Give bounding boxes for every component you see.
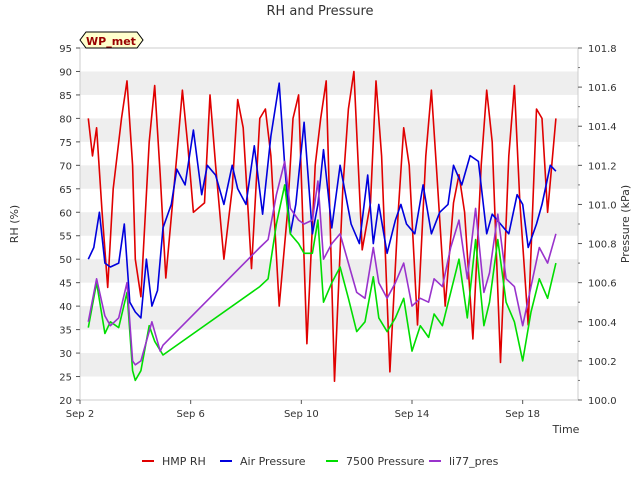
- badge: WP_met: [79, 31, 144, 49]
- right-axis-label: Pressure (kPa): [619, 185, 632, 263]
- x-tick-label: Sep 6: [176, 409, 204, 420]
- left-tick-label: 75: [59, 138, 72, 149]
- right-tick-label: 101.8: [588, 44, 617, 55]
- right-tick-label: 101.6: [588, 83, 617, 94]
- badge-label: WP_met: [86, 35, 136, 48]
- chart-title: RH and Pressure: [266, 4, 373, 19]
- series-line-7500-pressure: [87, 184, 557, 382]
- badge-box: [79, 31, 144, 49]
- right-tick-label: 100.8: [588, 240, 617, 251]
- left-tick-label: 85: [59, 91, 72, 102]
- right-tick-label: 101.0: [588, 200, 617, 211]
- x-tick-label: Sep 14: [395, 409, 430, 420]
- legend: HMP RH Air Pressure 7500 Pressure li77_pres: [142, 455, 499, 468]
- left-tick-label: 35: [59, 326, 72, 337]
- series-line-hmp-rh: [87, 70, 557, 383]
- right-tick-label: 101.4: [588, 122, 617, 133]
- series-line-li77-pres: [87, 160, 557, 366]
- right-axis-ticks: 100.0 100.2 100.4 100.6 100.8 101.0 101.2 101.4…: [578, 44, 617, 407]
- legend-label-li77-pres: li77_pres: [449, 455, 499, 468]
- x-tick-label: Sep 10: [284, 409, 319, 420]
- right-tick-label: 100.2: [588, 357, 617, 368]
- left-tick-label: 55: [59, 232, 72, 243]
- left-tick-label: 30: [59, 349, 72, 360]
- x-axis-label: Time: [552, 423, 580, 436]
- left-tick-label: 80: [59, 114, 72, 125]
- series-line-air-pressure: [87, 82, 557, 319]
- series-layer: [87, 70, 557, 383]
- legend-label-7500-pressure: 7500 Pressure: [346, 455, 425, 468]
- left-tick-label: 45: [59, 279, 72, 290]
- legend-label-air-pressure: Air Pressure: [240, 455, 306, 468]
- left-tick-label: 70: [59, 161, 72, 172]
- grid-band: [80, 353, 578, 377]
- left-tick-label: 95: [59, 44, 72, 55]
- right-tick-label: 100.0: [588, 396, 617, 407]
- legend-label-hmp-rh: HMP RH: [162, 455, 206, 468]
- grid-band: [80, 259, 578, 283]
- left-tick-label: 50: [59, 255, 72, 266]
- grid-band: [80, 212, 578, 236]
- left-tick-label: 25: [59, 373, 72, 384]
- left-tick-label: 60: [59, 208, 72, 219]
- grid-band: [80, 71, 578, 95]
- right-tick-label: 100.4: [588, 318, 617, 329]
- right-tick-label: 100.6: [588, 279, 617, 290]
- right-tick-label: 101.2: [588, 161, 617, 172]
- left-tick-label: 40: [59, 302, 72, 313]
- x-tick-label: Sep 18: [505, 409, 540, 420]
- x-axis-ticks: Sep 2 Sep 6 Sep 10 Sep 14 Sep 18: [66, 400, 540, 420]
- left-tick-label: 65: [59, 185, 72, 196]
- grid-band: [80, 306, 578, 330]
- left-tick-label: 20: [59, 396, 72, 407]
- x-tick-label: Sep 2: [66, 409, 94, 420]
- plot-background-bands: [80, 48, 578, 400]
- left-axis-label: RH (%): [8, 205, 21, 243]
- grid-band: [80, 118, 578, 142]
- left-tick-label: 90: [59, 67, 72, 78]
- left-axis-ticks: 20 25 30 35 40 45 50 55 60 65 70 75 80 85 90 95: [59, 44, 80, 407]
